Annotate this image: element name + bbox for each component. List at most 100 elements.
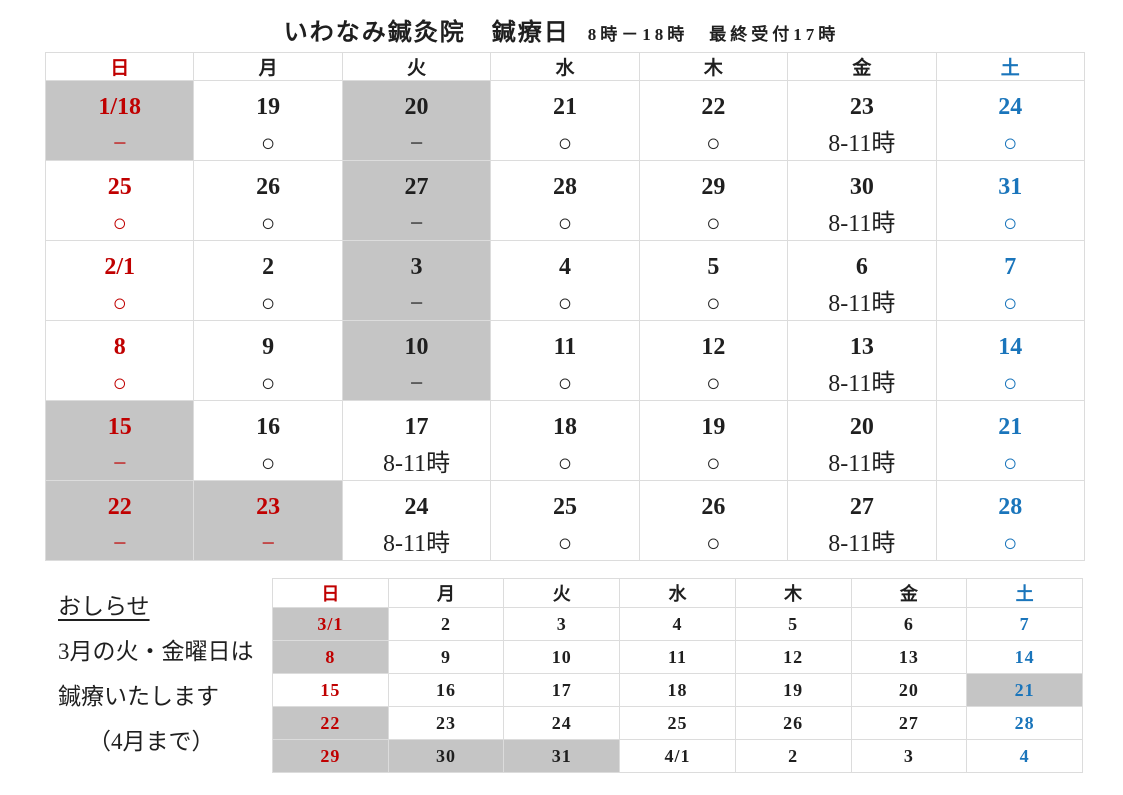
march-calendar-table: 日月火水木金土 3/1 2 3 4 5 6 7 8 9 10 11 12 13 14 15 16 17 18 19 20…	[272, 578, 1083, 773]
day-cell: 4 ○	[490, 240, 640, 321]
date-label: 27	[898, 712, 919, 733]
availability-mark: ○	[260, 370, 276, 397]
availability-mark: ○	[557, 370, 573, 397]
day-cell: 29 ○	[638, 160, 789, 241]
date-label: 31	[998, 173, 1023, 200]
day-cell: 2/1 ○	[44, 240, 195, 321]
availability-mark: −	[409, 210, 424, 237]
date-label: 5	[788, 613, 799, 634]
day-cell: 18	[619, 673, 736, 707]
date-label: 25	[107, 173, 132, 200]
day-cell: 20	[850, 673, 968, 707]
day-cell: 28 ○	[935, 480, 1086, 561]
date-label: 25	[667, 712, 688, 733]
date-label: 21	[552, 93, 577, 120]
day-cell: 12 ○	[638, 320, 789, 401]
availability-mark: ○	[260, 450, 276, 477]
availability-mark: −	[112, 530, 127, 557]
availability-mark: 8-11時	[828, 530, 896, 557]
day-cell: 5	[734, 607, 852, 641]
availability-mark: ○	[706, 210, 721, 237]
date-label: 22	[320, 712, 341, 733]
availability-mark: ○	[557, 210, 573, 237]
weekday-header: 水	[490, 52, 640, 81]
day-cell: 1/18 −	[44, 80, 195, 161]
date-label: 27	[849, 493, 874, 520]
day-cell: 11 ○	[490, 320, 640, 401]
notice-line: 3月の火・金曜日は	[58, 639, 254, 664]
date-label: 29	[320, 745, 341, 766]
date-label: 6	[855, 253, 868, 280]
day-cell: 3	[503, 607, 621, 641]
day-cell: 23 −	[193, 480, 343, 561]
day-cell: 9 ○	[193, 320, 343, 401]
availability-mark: −	[409, 290, 424, 317]
date-label: 4/1	[664, 745, 691, 766]
day-cell: 24 8-11時	[341, 480, 492, 561]
weekday-header: 火	[503, 578, 621, 608]
day-cell: 27	[850, 706, 968, 740]
day-cell: 27 −	[341, 160, 492, 241]
date-label: 15	[107, 413, 132, 440]
date-label: 24	[551, 712, 572, 733]
date-label: 28	[998, 493, 1023, 520]
day-cell: 23 8-11時	[787, 80, 937, 161]
date-label: 23	[849, 93, 874, 120]
date-label: 30	[436, 745, 457, 766]
date-label: 2/1	[104, 253, 136, 280]
date-label: 20	[849, 413, 874, 440]
availability-mark: ○	[1003, 210, 1018, 237]
availability-mark: 8-11時	[383, 530, 451, 557]
date-label: 25	[552, 493, 577, 520]
date-label: 11	[553, 333, 577, 360]
main-calendar-table: 日月火水木金土 1/18−19 ○ 20−21 ○ 22 ○ 23 8-11時 24 ○ 25 ○ 26 ○…	[44, 52, 1086, 561]
day-cell: 4	[619, 607, 736, 641]
weekday-header: 日	[272, 578, 389, 608]
date-label: 12	[783, 646, 804, 667]
date-label: 9	[441, 646, 452, 667]
date-label: 24	[404, 493, 429, 520]
day-cell: 3	[850, 739, 968, 773]
date-label: 4	[1019, 745, 1030, 766]
day-cell: 19	[734, 673, 852, 707]
date-label: 8	[113, 333, 126, 360]
availability-mark: ○	[1003, 530, 1018, 557]
day-cell: 23	[387, 706, 505, 740]
availability-mark: ○	[557, 290, 573, 317]
date-label: 19	[256, 93, 281, 120]
date-label: 26	[783, 712, 804, 733]
availability-mark: ○	[706, 450, 721, 477]
date-label: 2	[441, 613, 452, 634]
availability-mark: ○	[260, 130, 276, 157]
weekday-header: 金	[850, 578, 968, 608]
day-cell: 30	[387, 739, 505, 773]
availability-mark: ○	[1003, 130, 1018, 157]
day-cell: 10 −	[341, 320, 492, 401]
weekday-header: 土	[935, 52, 1086, 81]
availability-mark: 8-11時	[383, 450, 451, 477]
availability-mark: ○	[112, 370, 127, 397]
day-cell: 19 ○	[638, 400, 789, 481]
availability-mark: ○	[260, 290, 276, 317]
date-label: 29	[701, 173, 726, 200]
day-cell: 16 ○	[193, 400, 343, 481]
date-label: 31	[551, 745, 572, 766]
date-label: 17	[551, 679, 572, 700]
availability-mark: ○	[260, 210, 276, 237]
date-label: 24	[998, 93, 1023, 120]
availability-mark: −	[409, 130, 424, 157]
date-label: 7	[1004, 253, 1017, 280]
day-cell: 4	[966, 739, 1083, 773]
availability-mark: 8-11時	[828, 130, 896, 157]
day-cell: 26	[734, 706, 852, 740]
day-cell: 21	[966, 673, 1083, 707]
day-cell: 12	[734, 640, 852, 674]
day-cell: 6	[850, 607, 968, 641]
availability-mark: ○	[557, 530, 573, 557]
day-cell: 14 ○	[935, 320, 1086, 401]
date-label: 7	[1019, 613, 1030, 634]
day-cell: 14	[966, 640, 1083, 674]
date-label: 17	[404, 413, 429, 440]
date-label: 1/18	[98, 93, 142, 120]
date-label: 23	[256, 493, 281, 520]
